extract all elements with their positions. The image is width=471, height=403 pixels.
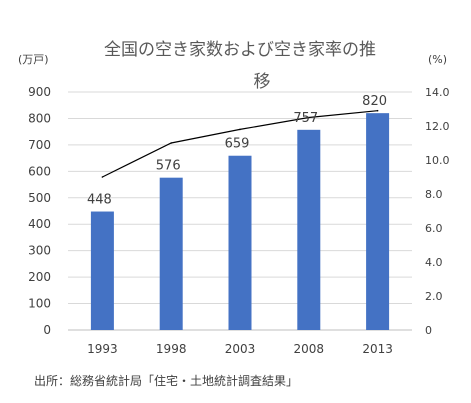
left-axis: 0 100 200 300 400 500 600 700 800 900 [28,85,51,337]
bar [366,113,390,331]
right-axis-tick-label: 2.0 [425,290,443,303]
rate-line-series [101,109,379,178]
data-labels: 448 576 659 757 820 [87,94,387,207]
bar-series [90,113,390,331]
right-axis-tick-label: 14.0 [425,86,450,99]
right-axis-tick-label: 10.0 [425,154,450,167]
bar-data-label: 820 [362,94,387,109]
rate-point [376,109,379,112]
right-axis-tick-label: 4.0 [425,256,443,269]
rate-point [170,142,172,144]
right-axis: 0 2.0 4.0 6.0 8.0 10.0 12.0 14.0 [425,86,450,337]
chart-title-line2: 移 [254,72,271,92]
chart-title-line1: 全国の空き家数および空き家率の推 [104,40,376,60]
x-axis-tick-label: 2003 [225,342,256,356]
left-axis-tick-label: 500 [28,191,51,205]
x-axis-tick-label: 1993 [87,342,118,356]
left-axis-tick-label: 700 [28,138,51,152]
left-axis-tick-label: 0 [43,323,51,337]
right-axis-tick-label: 0 [425,324,432,337]
left-axis-tick-label: 100 [28,297,51,311]
rate-point [308,116,310,119]
rate-point [239,128,241,131]
left-axis-tick-label: 600 [28,164,51,178]
left-axis-tick-label: 800 [28,111,51,125]
bar [159,177,183,330]
x-axis-tick-label: 2013 [362,342,393,356]
right-axis-tick-label: 12.0 [425,120,450,133]
bar [297,129,321,330]
rate-point [101,176,104,178]
right-axis-tick-label: 6.0 [425,222,443,235]
source-note: 出所：総務省統計局「住宅・土地統計調査結果」 [34,374,299,388]
right-axis-unit: (%) [428,53,447,66]
left-axis-unit: (万戸) [18,53,49,66]
bar-data-label: 576 [156,159,181,174]
x-axis-tick-label: 1998 [156,342,187,356]
bar [228,155,252,330]
bar-data-label: 659 [225,137,250,152]
x-axis: 1993 1998 2003 2008 2013 [87,342,393,356]
left-axis-tick-label: 900 [28,85,51,99]
left-axis-tick-label: 400 [28,217,51,231]
x-axis-tick-label: 2008 [294,342,325,356]
left-axis-tick-label: 200 [28,270,51,284]
bar-data-label: 448 [87,193,112,208]
right-axis-tick-label: 8.0 [425,188,443,201]
left-axis-tick-label: 300 [28,244,51,258]
bar [90,211,114,330]
bar-data-label: 757 [293,111,318,126]
